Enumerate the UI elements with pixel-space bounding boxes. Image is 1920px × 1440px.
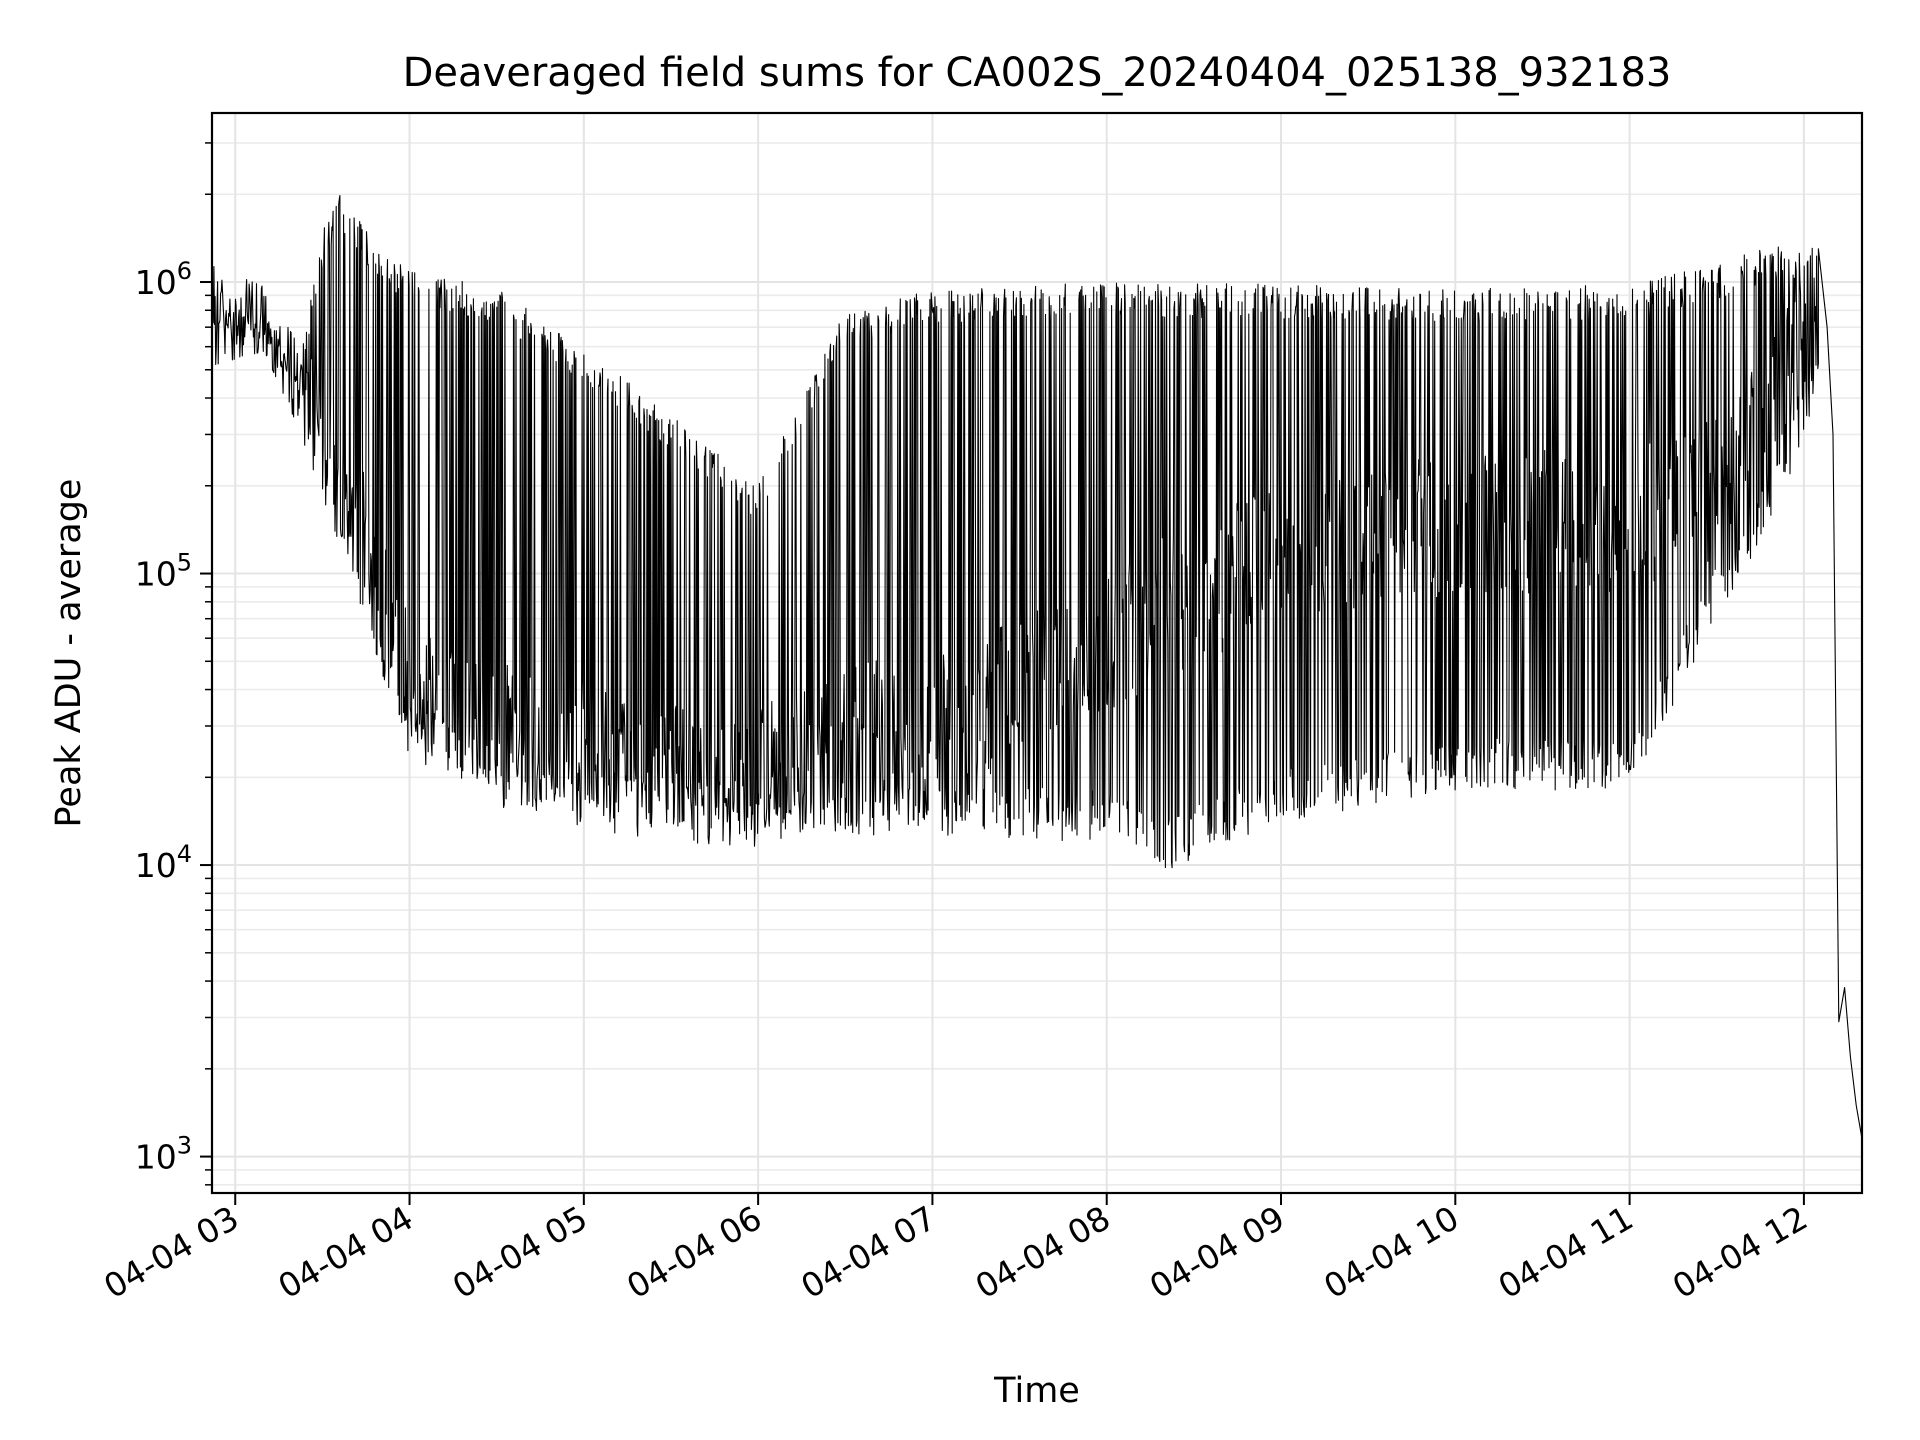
- y-tick-label: 103: [135, 1132, 192, 1177]
- grid: [212, 113, 1862, 1193]
- series-line: [212, 194, 1862, 1139]
- y-tick-label: 104: [135, 840, 192, 885]
- y-axis-label: Peak ADU - average: [49, 479, 89, 828]
- chart-title: Deaveraged field sums for CA002S_2024040…: [403, 50, 1672, 96]
- y-tick-label: 106: [135, 257, 192, 302]
- data-layer: [212, 194, 1862, 1139]
- plot-frame: [210, 111, 1864, 1195]
- x-axis-label: Time: [993, 1371, 1080, 1411]
- y-tick-label: 105: [135, 549, 192, 594]
